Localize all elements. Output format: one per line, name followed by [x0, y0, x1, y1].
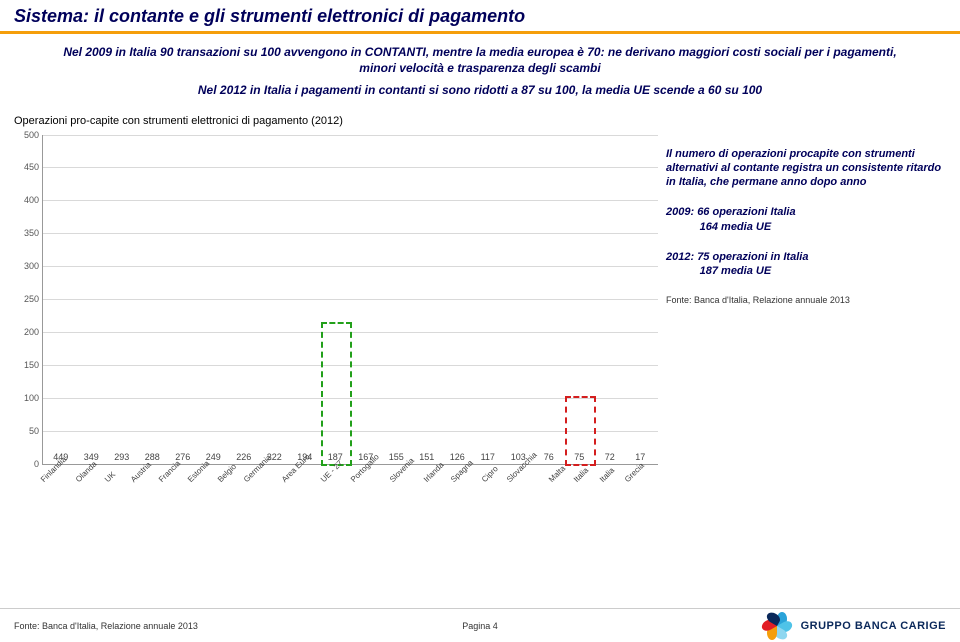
note-1: Il numero di operazioni procapite con st…: [666, 147, 946, 190]
y-tick: 100: [15, 393, 39, 403]
intro-p2: Nel 2012 in Italia i pagamenti in contan…: [60, 82, 900, 98]
note-2a: 2009: 66 operazioni Italia: [666, 206, 796, 218]
brand-text: GRUPPO BANCA CARIGE: [801, 620, 946, 632]
y-tick: 300: [15, 261, 39, 271]
bar-value-label: 293: [114, 452, 129, 462]
logo-swirl-icon: [769, 613, 795, 639]
bar-slot: 226: [230, 452, 258, 464]
y-tick: 500: [15, 130, 39, 140]
bar-slot: 117: [474, 452, 502, 464]
intro-block: Nel 2009 in Italia 90 transazioni su 100…: [0, 42, 960, 111]
x-axis-labels: FinlandiaOlandaUKAustriaFranciaEstoniaBe…: [42, 465, 658, 511]
note-3a: 2012: 75 operazioni in Italia: [666, 251, 808, 263]
bar-slot: 72: [596, 452, 624, 464]
grid-line: [43, 266, 658, 267]
bar-value-label: 126: [450, 452, 465, 462]
grid-line: [43, 299, 658, 300]
grid-line: [43, 167, 658, 168]
note-3b: 187 media UE: [700, 265, 772, 277]
grid-line: [43, 135, 658, 136]
bar-slot: 75: [566, 452, 594, 464]
bar-slot: 293: [108, 452, 136, 464]
bar-value-label: 75: [574, 452, 584, 462]
y-tick: 350: [15, 228, 39, 238]
y-tick: 250: [15, 294, 39, 304]
footer: Fonte: Banca d'Italia, Relazione annuale…: [0, 608, 960, 642]
page-number: Pagina 4: [462, 621, 498, 631]
grid-line: [43, 365, 658, 366]
grid-line: [43, 398, 658, 399]
side-notes: Il numero di operazioni procapite con st…: [666, 129, 946, 511]
chart-subtitle: Operazioni pro-capite con strumenti elet…: [0, 111, 960, 129]
bar-slot: 288: [139, 452, 167, 464]
intro-p1: Nel 2009 in Italia 90 transazioni su 100…: [60, 44, 900, 76]
bar-value-label: 151: [419, 452, 434, 462]
y-tick: 450: [15, 162, 39, 172]
y-tick: 50: [15, 426, 39, 436]
bar-value-label: 17: [635, 452, 645, 462]
grid-line: [43, 332, 658, 333]
chart-wrap: 4493492932882762492262221941871671551511…: [14, 129, 658, 511]
bar-chart: 4493492932882762492262221941871671551511…: [42, 135, 658, 465]
main-row: 4493492932882762492262221941871671551511…: [0, 129, 960, 511]
bar-value-label: 226: [236, 452, 251, 462]
y-tick: 200: [15, 327, 39, 337]
y-tick: 0: [15, 459, 39, 469]
footer-source: Fonte: Banca d'Italia, Relazione annuale…: [14, 621, 198, 631]
bar-value-label: 117: [481, 452, 495, 462]
bar-value-label: 155: [389, 452, 404, 462]
note-2b: 164 media UE: [700, 221, 772, 233]
grid-line: [43, 233, 658, 234]
bar-value-label: 72: [605, 452, 615, 462]
note-source: Fonte: Banca d'Italia, Relazione annuale…: [666, 295, 946, 307]
y-tick: 150: [15, 360, 39, 370]
grid-line: [43, 200, 658, 201]
bar-value-label: 249: [206, 452, 221, 462]
note-2: 2009: 66 operazioni Italia 164 media UE: [666, 205, 946, 234]
brand-logo: GRUPPO BANCA CARIGE: [769, 613, 946, 639]
bar-value-label: 76: [544, 452, 554, 462]
grid-line: [43, 431, 658, 432]
y-tick: 400: [15, 195, 39, 205]
page-title: Sistema: il contante e gli strumenti ele…: [0, 0, 960, 34]
note-3: 2012: 75 operazioni in Italia 187 media …: [666, 250, 946, 279]
